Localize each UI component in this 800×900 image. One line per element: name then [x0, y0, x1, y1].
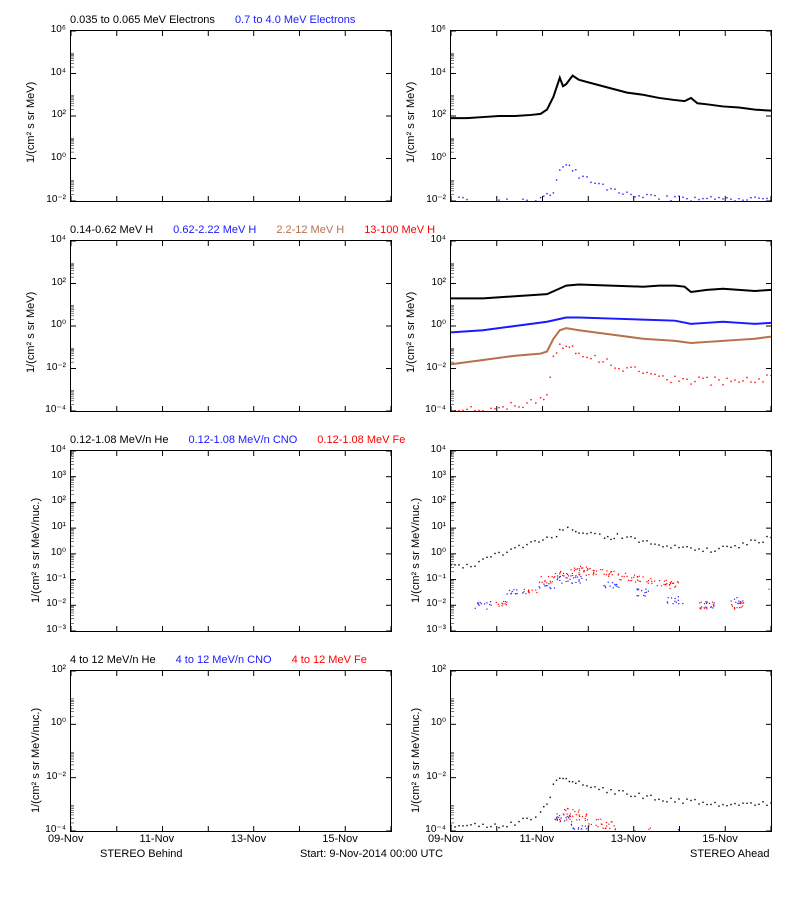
- series-label: 0.7 to 4.0 MeV Electrons: [235, 14, 355, 26]
- series-label: 4 to 12 MeV/n He: [70, 654, 156, 666]
- y-tick-label: 10²: [418, 277, 446, 288]
- y-tick-label: 10⁻²: [418, 598, 446, 609]
- series-label: 0.12-1.08 MeV/n CNO: [188, 434, 297, 446]
- y-axis-label: 1/(cm² s sr MeV): [25, 67, 37, 163]
- y-axis-label: 1/(cm² s sr MeV/nuc.): [30, 477, 42, 603]
- footer-left: STEREO Behind: [100, 848, 183, 860]
- series-label: 0.12-1.08 MeV Fe: [317, 434, 405, 446]
- x-tick-label: 13-Nov: [231, 833, 266, 845]
- y-tick-label: 10⁻¹: [418, 573, 446, 584]
- x-tick-label: 11-Nov: [520, 833, 555, 845]
- plot-svg: [71, 451, 391, 631]
- y-tick-label: 10⁻²: [38, 362, 66, 373]
- y-tick-label: 10²: [418, 495, 446, 506]
- plot-svg: [71, 671, 391, 831]
- y-axis-label: 1/(cm² s sr MeV): [25, 277, 37, 373]
- plot-svg: [451, 671, 771, 831]
- y-tick-label: 10⁻³: [38, 624, 66, 635]
- y-tick-label: 10⁰: [38, 319, 66, 330]
- plot-panel: [450, 670, 772, 832]
- plot-svg: [71, 31, 391, 201]
- y-tick-label: 10²: [38, 109, 66, 120]
- y-tick-label: 10⁻²: [418, 771, 446, 782]
- plot-panel: [70, 450, 392, 632]
- series-label: 4 to 12 MeV/n CNO: [176, 654, 272, 666]
- row-title: 0.14-0.62 MeV H 0.62-2.22 MeV H 2.2-12 MeV…: [70, 224, 455, 236]
- y-tick-label: 10⁰: [38, 717, 66, 728]
- plot-panel: [70, 670, 392, 832]
- y-tick-label: 10⁴: [38, 234, 66, 245]
- plot-panel: [450, 240, 772, 412]
- y-tick-label: 10⁻⁴: [418, 404, 446, 415]
- plot-svg: [451, 451, 771, 631]
- row-title: 0.035 to 0.065 MeV Electrons 0.7 to 4.0 M…: [70, 14, 375, 26]
- y-tick-label: 10⁻²: [418, 194, 446, 205]
- y-tick-label: 10⁰: [418, 547, 446, 558]
- series-label: 2.2-12 MeV H: [276, 224, 344, 236]
- y-tick-label: 10⁻²: [38, 771, 66, 782]
- series-label: 0.12-1.08 MeV/n He: [70, 434, 168, 446]
- x-tick-label: 13-Nov: [611, 833, 646, 845]
- footer-center: Start: 9-Nov-2014 00:00 UTC: [300, 848, 443, 860]
- x-tick-label: 09-Nov: [48, 833, 83, 845]
- y-tick-label: 10⁻¹: [38, 573, 66, 584]
- y-tick-label: 10⁴: [38, 444, 66, 455]
- y-tick-label: 10²: [418, 109, 446, 120]
- series-label: 4 to 12 MeV Fe: [292, 654, 367, 666]
- y-tick-label: 10⁶: [38, 24, 66, 35]
- chart-grid: 0.035 to 0.065 MeV Electrons 0.7 to 4.0 M…: [0, 0, 800, 900]
- plot-panel: [70, 240, 392, 412]
- y-axis-label: 1/(cm² s sr MeV/nuc.): [30, 687, 42, 813]
- y-tick-label: 10⁰: [418, 152, 446, 163]
- y-tick-label: 10⁻³: [418, 624, 446, 635]
- y-tick-label: 10²: [38, 277, 66, 288]
- y-tick-label: 10⁻⁴: [38, 404, 66, 415]
- plot-panel: [450, 450, 772, 632]
- x-tick-label: 15-Nov: [322, 833, 357, 845]
- y-tick-label: 10⁰: [38, 547, 66, 558]
- y-tick-label: 10⁴: [418, 67, 446, 78]
- series-label: 0.62-2.22 MeV H: [173, 224, 256, 236]
- y-tick-label: 10⁴: [418, 234, 446, 245]
- plot-svg: [71, 241, 391, 411]
- series-label: 0.14-0.62 MeV H: [70, 224, 153, 236]
- footer-right: STEREO Ahead: [690, 848, 770, 860]
- plot-panel: [70, 30, 392, 202]
- y-tick-label: 10⁻²: [38, 598, 66, 609]
- series-label: 0.035 to 0.065 MeV Electrons: [70, 14, 215, 26]
- y-tick-label: 10⁴: [38, 67, 66, 78]
- y-axis-label: 1/(cm² s sr MeV): [405, 277, 417, 373]
- row-title: 4 to 12 MeV/n He 4 to 12 MeV/n CNO 4 to 12…: [70, 654, 387, 666]
- y-axis-label: 1/(cm² s sr MeV): [405, 67, 417, 163]
- y-tick-label: 10⁴: [418, 444, 446, 455]
- plot-svg: [451, 31, 771, 201]
- y-tick-label: 10¹: [418, 521, 446, 532]
- x-tick-label: 15-Nov: [702, 833, 737, 845]
- y-tick-label: 10¹: [38, 521, 66, 532]
- y-tick-label: 10⁶: [418, 24, 446, 35]
- y-tick-label: 10⁻²: [38, 194, 66, 205]
- plot-panel: [450, 30, 772, 202]
- row-title: 0.12-1.08 MeV/n He 0.12-1.08 MeV/n CNO 0.1…: [70, 434, 425, 446]
- y-tick-label: 10³: [38, 470, 66, 481]
- y-tick-label: 10³: [418, 470, 446, 481]
- y-tick-label: 10²: [418, 664, 446, 675]
- x-tick-label: 09-Nov: [428, 833, 463, 845]
- y-axis-label: 1/(cm² s sr MeV/nuc.): [410, 687, 422, 813]
- y-tick-label: 10⁻²: [418, 362, 446, 373]
- y-tick-label: 10⁰: [418, 717, 446, 728]
- y-tick-label: 10²: [38, 664, 66, 675]
- plot-svg: [451, 241, 771, 411]
- y-axis-label: 1/(cm² s sr MeV/nuc.): [410, 477, 422, 603]
- y-tick-label: 10²: [38, 495, 66, 506]
- y-tick-label: 10⁰: [418, 319, 446, 330]
- y-tick-label: 10⁰: [38, 152, 66, 163]
- x-tick-label: 11-Nov: [140, 833, 175, 845]
